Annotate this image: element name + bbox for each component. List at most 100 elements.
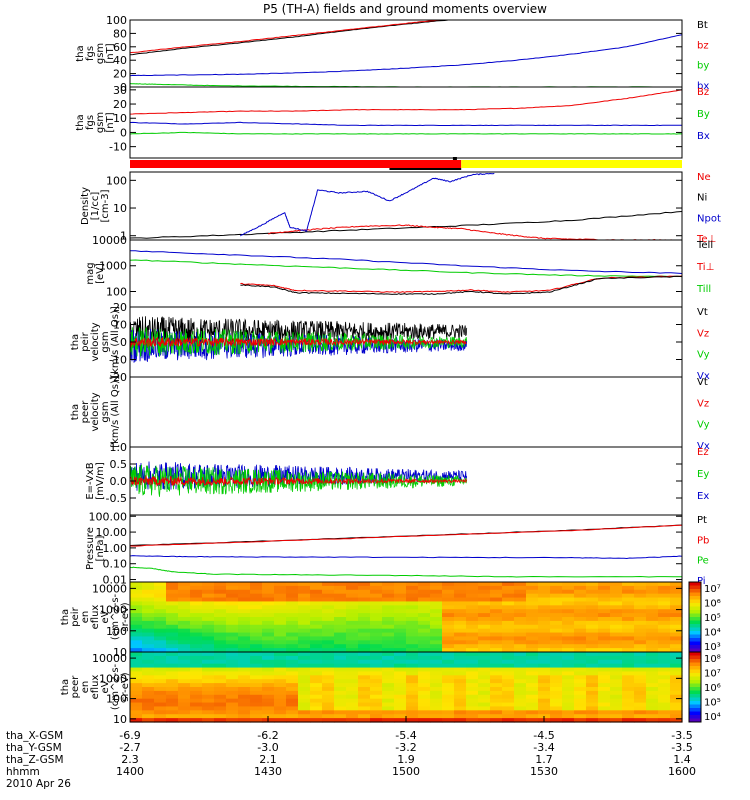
peer-spectrogram-colorbar-cell	[689, 683, 701, 688]
peir-spectrogram-cell	[550, 640, 563, 645]
peer-spectrogram-cell	[478, 710, 491, 715]
peer-spectrogram-cell	[190, 655, 203, 661]
peir-spectrogram-cell	[658, 582, 671, 587]
peir-spectrogram-cell	[274, 636, 287, 641]
peer-spectrogram-cell	[358, 663, 371, 669]
peer-spectrogram-cell	[142, 659, 155, 665]
fgs-gsm-series-red	[130, 20, 448, 54]
peir-spectrogram-cell	[178, 624, 191, 630]
fgs-gsm-ytick-label: 100	[106, 14, 127, 27]
peir-spectrogram-cell	[454, 628, 467, 634]
peer-spectrogram-cell	[610, 652, 623, 657]
peer-spectrogram-cell	[538, 702, 551, 708]
peir-spectrogram-cell	[310, 605, 323, 610]
peir-spectrogram-cell	[502, 640, 515, 645]
peir-spectrogram-cell	[514, 589, 527, 595]
peir-spectrogram-cell	[406, 582, 419, 587]
peir-spectrogram-cell	[502, 585, 515, 591]
peer-spectrogram-cell	[226, 718, 239, 723]
peir-spectrogram-cell	[142, 624, 155, 630]
peer-spectrogram-cell	[202, 718, 215, 723]
peir-spectrogram-cell	[490, 593, 503, 599]
peir-spectrogram-cell	[514, 640, 527, 645]
peer-spectrogram-cell	[490, 659, 503, 665]
peir-spectrogram-cell	[586, 605, 599, 610]
peir-spectrogram-cell	[130, 632, 143, 638]
peer-spectrogram-cell	[610, 694, 623, 700]
peir-spectrogram-cell	[274, 582, 287, 587]
peer-spectrogram-cell	[214, 718, 227, 723]
peir-spectrogram-cell	[298, 632, 311, 638]
peer-spectrogram-cell	[274, 706, 287, 711]
peer-spectrogram-cell	[430, 652, 443, 657]
peir-spectrogram-cell	[142, 609, 155, 614]
peer-spectrogram-cell	[238, 687, 251, 692]
peer-spectrogram-cell	[562, 694, 575, 700]
peir-spectrogram-colorbar-cell	[689, 624, 701, 628]
peir-spectrogram-cell	[466, 593, 479, 599]
peir-velocity-ylabel: [km/s (All Qs)]	[110, 306, 121, 378]
peir-spectrogram-cell	[634, 632, 647, 638]
peir-spectrogram-cell	[574, 589, 587, 595]
peir-spectrogram-cell	[478, 648, 491, 653]
peir-spectrogram-cell	[274, 617, 287, 622]
peer-spectrogram-cell	[562, 663, 575, 669]
peer-spectrogram-cell	[454, 679, 467, 684]
peer-spectrogram-cell	[574, 652, 587, 657]
peir-spectrogram-cell	[214, 597, 227, 603]
peer-spectrogram-cell	[466, 652, 479, 657]
peer-spectrogram-cell	[298, 694, 311, 700]
peer-spectrogram-cell	[370, 652, 383, 657]
peir-spectrogram-cell	[250, 597, 263, 603]
peer-spectrogram-cell	[226, 694, 239, 700]
peir-spectrogram-cell	[310, 624, 323, 630]
peer-spectrogram-cell	[274, 655, 287, 661]
peer-spectrogram-cell	[502, 710, 515, 715]
peer-spectrogram-cell	[370, 655, 383, 661]
peir-spectrogram-cell	[310, 644, 323, 649]
peer-spectrogram-cell	[238, 671, 251, 676]
peer-spectrogram-cell	[610, 679, 623, 684]
peir-spectrogram-cell	[322, 644, 335, 649]
peir-spectrogram-cell	[526, 605, 539, 610]
peer-spectrogram-cell	[322, 663, 335, 669]
peir-spectrogram-cell	[166, 585, 179, 591]
peir-spectrogram-cell	[454, 624, 467, 630]
peir-spectrogram-cell	[658, 609, 671, 614]
peer-spectrogram-cell	[406, 663, 419, 669]
mode-bar-segment	[461, 160, 682, 168]
peer-spectrogram-cell	[550, 667, 563, 673]
peir-spectrogram-cell	[346, 589, 359, 595]
peir-spectrogram-cell	[610, 636, 623, 641]
peir-spectrogram-cell	[502, 589, 515, 595]
peir-spectrogram-cell	[598, 605, 611, 610]
peir-spectrogram-cell	[238, 613, 251, 618]
peer-spectrogram-cell	[562, 710, 575, 715]
peir-spectrogram-colorbar-label: 10³	[704, 642, 721, 653]
peer-spectrogram-cell	[514, 679, 527, 684]
temperature-legend-entry: Till	[696, 284, 711, 295]
efield-ytick-label: 1.0	[110, 441, 128, 454]
peir-spectrogram-cell	[274, 613, 287, 618]
peer-spectrogram-cell	[154, 702, 167, 708]
peer-spectrogram-cell	[370, 702, 383, 708]
peir-spectrogram-cell	[670, 624, 683, 630]
peir-velocity-ylabel: peir	[80, 331, 91, 351]
peer-spectrogram-cell	[238, 663, 251, 669]
peir-spectrogram-cell	[466, 601, 479, 606]
peer-spectrogram-cell	[646, 667, 659, 673]
peer-spectrogram-cell	[502, 687, 515, 692]
peer-spectrogram-cell	[154, 710, 167, 715]
peir-spectrogram-cell	[574, 632, 587, 638]
peer-spectrogram-cell	[214, 683, 227, 688]
peer-spectrogram-cell	[562, 706, 575, 711]
peir-spectrogram-cell	[658, 628, 671, 634]
peir-spectrogram-cell	[658, 597, 671, 603]
temperature-ytick-label: 1000	[99, 260, 127, 273]
peer-spectrogram-cell	[310, 655, 323, 661]
peir-spectrogram-cell	[334, 628, 347, 634]
peer-spectrogram-cell	[454, 698, 467, 704]
peer-spectrogram-cell	[418, 659, 431, 665]
peir-spectrogram-cell	[610, 620, 623, 626]
peer-spectrogram-cell	[562, 659, 575, 665]
